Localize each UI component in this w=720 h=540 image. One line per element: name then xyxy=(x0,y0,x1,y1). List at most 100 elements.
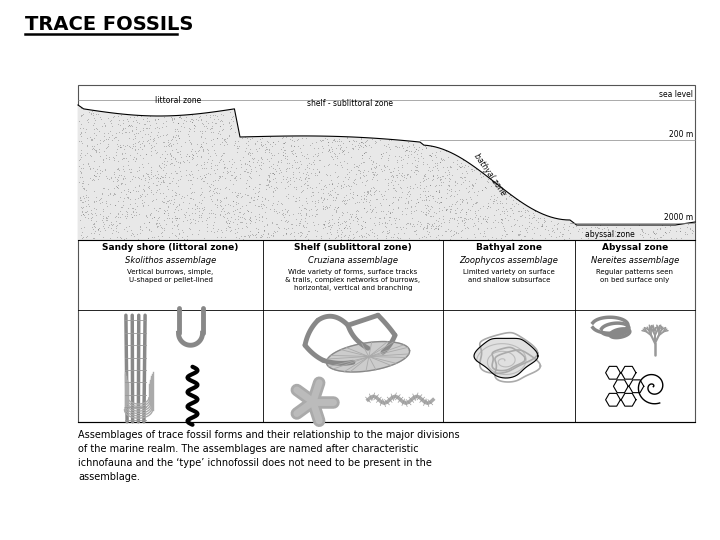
Point xyxy=(358,194,369,202)
Point xyxy=(209,200,220,209)
Point xyxy=(384,207,396,216)
Point xyxy=(125,195,136,204)
Point xyxy=(500,205,511,213)
Point xyxy=(431,197,442,206)
Point xyxy=(195,141,207,150)
Point xyxy=(276,206,287,215)
Point xyxy=(150,174,162,183)
Point xyxy=(91,125,103,133)
Point xyxy=(144,139,156,148)
Point xyxy=(402,219,413,227)
Point xyxy=(311,205,323,213)
Point xyxy=(426,222,437,231)
Point xyxy=(286,220,297,228)
Point xyxy=(246,192,257,201)
Point xyxy=(496,199,508,207)
Point xyxy=(423,151,435,159)
Point xyxy=(297,150,308,159)
Point xyxy=(422,230,433,239)
Point xyxy=(364,201,376,210)
Point xyxy=(88,229,99,238)
Point xyxy=(265,181,276,190)
Point xyxy=(350,170,361,178)
Point xyxy=(215,110,227,118)
Point xyxy=(80,186,91,194)
Point xyxy=(223,132,235,140)
Point xyxy=(160,168,171,177)
Point xyxy=(90,145,102,154)
Point xyxy=(243,172,255,181)
Point xyxy=(267,231,279,240)
Point xyxy=(98,119,109,128)
Point xyxy=(329,150,341,158)
Point xyxy=(143,173,155,181)
Point xyxy=(323,180,335,188)
Point xyxy=(384,200,395,209)
Point xyxy=(546,224,557,232)
Point xyxy=(300,178,311,187)
Point xyxy=(634,221,645,230)
Point xyxy=(470,174,482,183)
Point xyxy=(335,143,346,152)
Text: bathyal zone: bathyal zone xyxy=(472,152,508,198)
Point xyxy=(602,225,613,233)
Point xyxy=(241,223,253,232)
Point xyxy=(336,219,348,227)
Point xyxy=(449,215,460,224)
Point xyxy=(132,129,143,138)
Point xyxy=(334,158,346,167)
Point xyxy=(138,171,149,180)
Point xyxy=(221,140,233,149)
Point xyxy=(420,207,432,216)
Point xyxy=(310,210,322,219)
Point xyxy=(115,178,127,187)
Point xyxy=(330,190,342,199)
Point xyxy=(267,187,279,196)
Point xyxy=(341,159,353,167)
Point xyxy=(211,161,222,170)
Point xyxy=(389,177,400,185)
Point xyxy=(222,219,233,228)
Point xyxy=(515,234,526,243)
Point xyxy=(115,111,127,119)
Point xyxy=(127,230,138,238)
Point xyxy=(86,206,97,214)
Point xyxy=(145,209,157,218)
Point xyxy=(279,146,290,154)
Point xyxy=(145,127,156,136)
Point xyxy=(274,163,285,172)
Point xyxy=(211,227,222,235)
Point xyxy=(106,220,117,229)
Point xyxy=(366,167,377,176)
Point xyxy=(411,161,423,170)
Point xyxy=(469,213,480,222)
Point xyxy=(122,161,134,170)
Point xyxy=(490,179,501,187)
Point xyxy=(172,182,184,191)
Point xyxy=(115,171,127,179)
Point xyxy=(114,233,126,241)
Point xyxy=(73,161,85,170)
Point xyxy=(498,186,510,194)
Point xyxy=(301,149,312,158)
Point xyxy=(78,194,90,202)
Polygon shape xyxy=(474,339,538,378)
Point xyxy=(488,191,500,200)
Point xyxy=(340,223,351,232)
Point xyxy=(195,133,207,141)
Point xyxy=(202,222,213,231)
Point xyxy=(121,140,132,149)
Point xyxy=(492,204,503,213)
Point xyxy=(355,220,366,229)
Point xyxy=(345,152,356,161)
Text: Shelf (sublittoral zone): Shelf (sublittoral zone) xyxy=(294,243,412,252)
Point xyxy=(437,178,449,187)
Point xyxy=(247,196,258,205)
Point xyxy=(307,197,318,206)
Point xyxy=(348,179,359,187)
Point xyxy=(376,219,387,228)
Point xyxy=(200,139,212,147)
Point xyxy=(549,227,560,236)
Point xyxy=(76,198,87,206)
Point xyxy=(153,161,164,170)
